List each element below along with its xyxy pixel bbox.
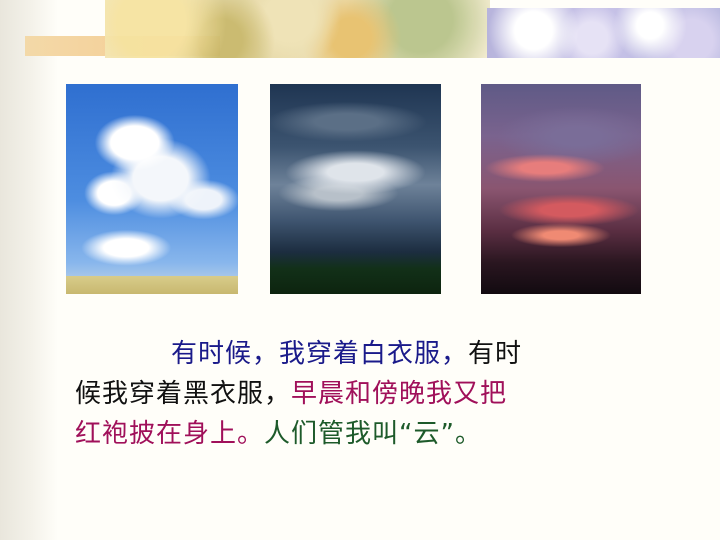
banner-floral-image	[105, 0, 490, 58]
text-line-1: 有时候，我穿着白衣服，有时	[75, 335, 655, 375]
banner-violet-flowers-image	[487, 8, 720, 58]
text-line-3: 红袍披在身上。人们管我叫“云”。	[75, 415, 655, 455]
text-black-clothes: 候我穿着黑衣服，	[75, 379, 292, 409]
text-morning-evening: 早晨和傍晚我又把	[291, 379, 508, 409]
decorative-banner	[25, 0, 720, 58]
photo-sunset-clouds	[481, 84, 641, 294]
text-line-2: 候我穿着黑衣服，早晨和傍晚我又把	[75, 375, 655, 415]
poem-text: 有时候，我穿着白衣服，有时 候我穿着黑衣服，早晨和傍晚我又把 红袍披在身上。人们…	[75, 335, 655, 455]
text-called-cloud: 人们管我叫“云”。	[264, 419, 482, 449]
photo-white-clouds	[66, 84, 238, 294]
text-sometimes: 有时	[468, 339, 523, 369]
left-gradient-strip	[0, 0, 58, 540]
text-white-clothes: 有时候，我穿着白衣服，	[171, 339, 469, 369]
photo-dark-clouds	[270, 84, 441, 294]
text-red-robe: 红袍披在身上。	[75, 419, 265, 449]
